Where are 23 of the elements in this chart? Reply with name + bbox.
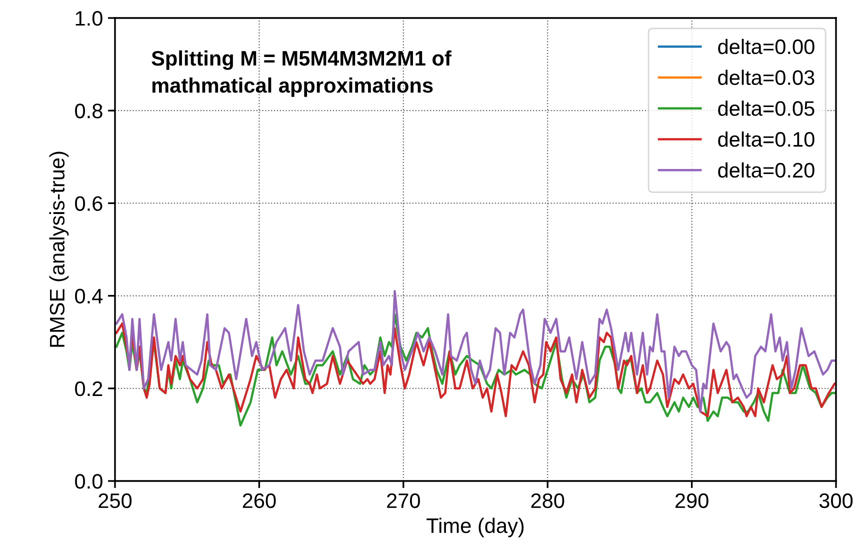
legend-label: delta=0.03 xyxy=(718,70,814,86)
y-tick-label: 0.0 xyxy=(75,474,102,489)
line-series xyxy=(115,313,836,427)
y-tick-label: 0.6 xyxy=(75,196,102,211)
x-tick-label: 280 xyxy=(531,493,564,508)
legend-label: delta=0.20 xyxy=(718,162,814,178)
y-tick-label: 1.0 xyxy=(76,11,102,26)
x-tick-label: 290 xyxy=(675,493,708,508)
x-tick-label: 260 xyxy=(242,493,276,508)
legend-label: delta=0.10 xyxy=(718,131,814,147)
y-axis-title: RMSE (analysis-true) xyxy=(49,152,69,347)
y-tick-label: 0.8 xyxy=(75,104,102,118)
x-tick-label: 300 xyxy=(819,493,853,508)
y-tick-label: 0.2 xyxy=(75,381,102,396)
line-series xyxy=(115,290,836,413)
legend-label: delta=0.00 xyxy=(718,38,814,54)
x-tick-label: 250 xyxy=(98,493,132,508)
annotation: Splitting M = M5M4M3M2M1 of mathmatical approximations xyxy=(152,50,452,97)
x-axis-title: Time (day) xyxy=(426,518,524,538)
legend-label: delta=0.05 xyxy=(718,100,814,116)
line-series xyxy=(115,322,836,418)
x-tick-label: 270 xyxy=(387,493,420,508)
y-tick-label: 0.4 xyxy=(75,288,103,304)
